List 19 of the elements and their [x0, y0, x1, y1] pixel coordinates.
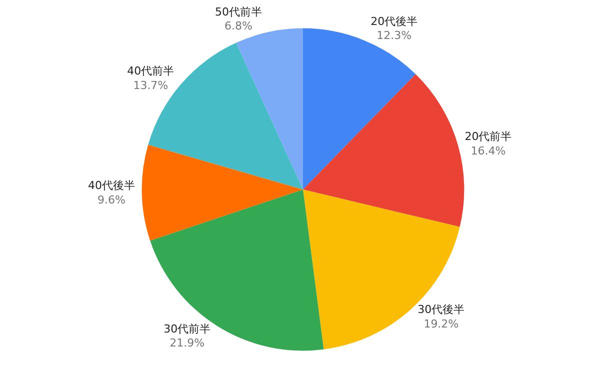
slice-label: 40代前半	[127, 64, 174, 78]
data-label: 9.6%	[98, 193, 126, 206]
pie-slice	[303, 74, 464, 227]
slice-label: 30代前半	[164, 322, 211, 336]
pie-slice	[303, 28, 416, 190]
slice-label: 20代後半	[370, 14, 418, 28]
data-label: 21.9%	[170, 336, 205, 350]
slice-label: 40代後半	[88, 179, 135, 192]
data-label: 12.3%	[376, 29, 412, 42]
slice-label: 50代前半	[214, 5, 262, 18]
pie-slice	[236, 28, 303, 190]
data-label: 16.4%	[470, 144, 506, 158]
data-label: 13.7%	[133, 78, 168, 92]
slice-label: 20代前半	[464, 130, 512, 144]
data-label: 6.8%	[224, 20, 252, 33]
data-label: 19.2%	[424, 318, 459, 331]
slice-label: 30代後半	[418, 303, 465, 316]
pie-slice	[142, 144, 303, 241]
pie-slice	[150, 190, 324, 351]
